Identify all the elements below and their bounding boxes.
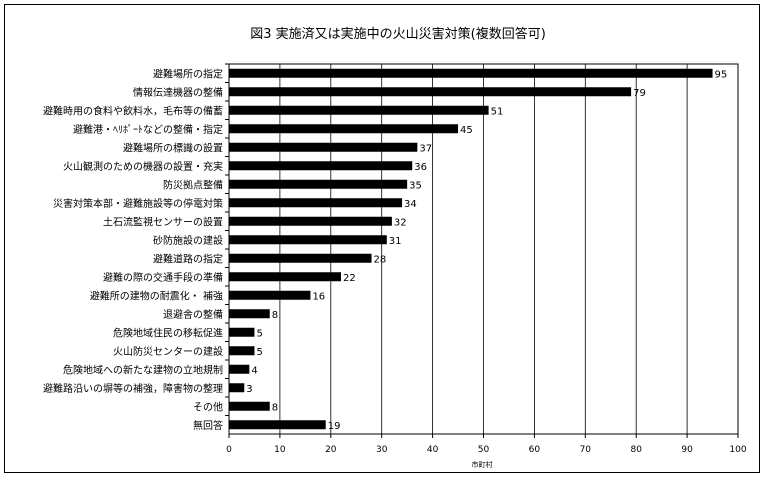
category-label: 避難時用の食料や飲料水，毛布等の備蓄	[43, 104, 223, 117]
category-label: 無回答	[193, 419, 223, 432]
bar	[229, 161, 413, 171]
bar	[229, 327, 255, 337]
category-label: 避難所の建物の耐震化・ 補強	[90, 289, 223, 302]
x-tick-label: 30	[376, 445, 388, 455]
bar	[229, 105, 489, 115]
data-label: 4	[251, 365, 257, 376]
data-label: 16	[312, 291, 325, 302]
bar	[229, 420, 326, 430]
x-tick-label: 0	[226, 445, 232, 455]
data-label: 5	[256, 328, 262, 339]
data-label: 8	[272, 310, 278, 321]
category-label: 情報伝達機器の整備	[133, 86, 223, 99]
category-label: その他	[193, 400, 223, 413]
data-label: 95	[715, 69, 728, 80]
data-label: 79	[633, 88, 646, 99]
data-label: 31	[389, 236, 402, 247]
x-tick-label: 50	[478, 445, 490, 455]
data-label: 8	[272, 402, 278, 413]
bar	[229, 87, 632, 97]
bar	[229, 364, 250, 374]
x-tick-label: 80	[630, 445, 642, 455]
bar	[229, 272, 341, 282]
bar	[229, 124, 459, 134]
data-label: 45	[460, 125, 473, 136]
category-label: 避難港・ﾍﾘﾎﾟｰﾄなどの整備・指定	[73, 123, 223, 136]
bar	[229, 235, 387, 245]
category-label: 危険地域住民の移転促進	[113, 326, 223, 339]
data-label: 22	[343, 273, 356, 284]
category-label: 避難路沿いの塀等の補強，障害物の整理	[43, 382, 223, 395]
bar	[229, 290, 311, 300]
data-label: 51	[491, 106, 504, 117]
data-label: 32	[394, 217, 407, 228]
bar	[229, 383, 245, 393]
category-label: 土石流監視センサーの設置	[103, 215, 223, 228]
plot-area: 0 10 20 30 40 50 60 70 80 90 100 避難場所の指定 95 情報伝達機器の整備…	[43, 63, 747, 455]
bar	[229, 198, 403, 208]
data-label: 5	[256, 347, 262, 358]
category-label: 避難道路の指定	[153, 252, 223, 265]
category-label: 退避舎の整備	[163, 308, 223, 321]
data-label: 28	[374, 254, 387, 265]
bar	[229, 346, 255, 356]
category-label: 火山観測のための機器の設置・充実	[63, 160, 223, 173]
data-label: 35	[409, 180, 422, 191]
x-tick-label: 90	[681, 445, 693, 455]
bar	[229, 179, 408, 189]
x-axis-label: 市町村	[472, 460, 493, 469]
chart-title: 図3 実施済又は実施中の火山災害対策(複数回答可)	[250, 26, 546, 42]
x-tick-label: 60	[529, 445, 541, 455]
bar	[229, 68, 713, 78]
data-label: 19	[328, 421, 341, 432]
x-tick-label: 20	[325, 445, 337, 455]
category-label: 防災拠点整備	[163, 178, 223, 191]
category-label: 避難場所の標識の設置	[123, 141, 223, 154]
x-tick-label: 40	[427, 445, 439, 455]
category-label: 避難の際の交通手段の準備	[103, 271, 223, 284]
bar	[229, 142, 418, 152]
data-label: 37	[419, 143, 432, 154]
data-label: 36	[414, 162, 427, 173]
category-label: 砂防施設の建設	[153, 234, 223, 247]
category-label: 危険地域への新たな建物の立地規制	[63, 363, 223, 376]
category-label: 災害対策本部・避難施設等の停電対策	[53, 197, 223, 210]
data-label: 34	[404, 199, 417, 210]
x-tick-label: 70	[580, 445, 592, 455]
x-tick-label: 10	[274, 445, 286, 455]
bar	[229, 401, 270, 411]
category-label: 避難場所の指定	[153, 67, 223, 80]
bar	[229, 309, 270, 319]
x-tick-label: 100	[729, 445, 746, 455]
category-label: 火山防災センターの建設	[113, 345, 223, 358]
bar	[229, 216, 392, 226]
bar	[229, 253, 372, 263]
data-label: 3	[246, 384, 252, 395]
